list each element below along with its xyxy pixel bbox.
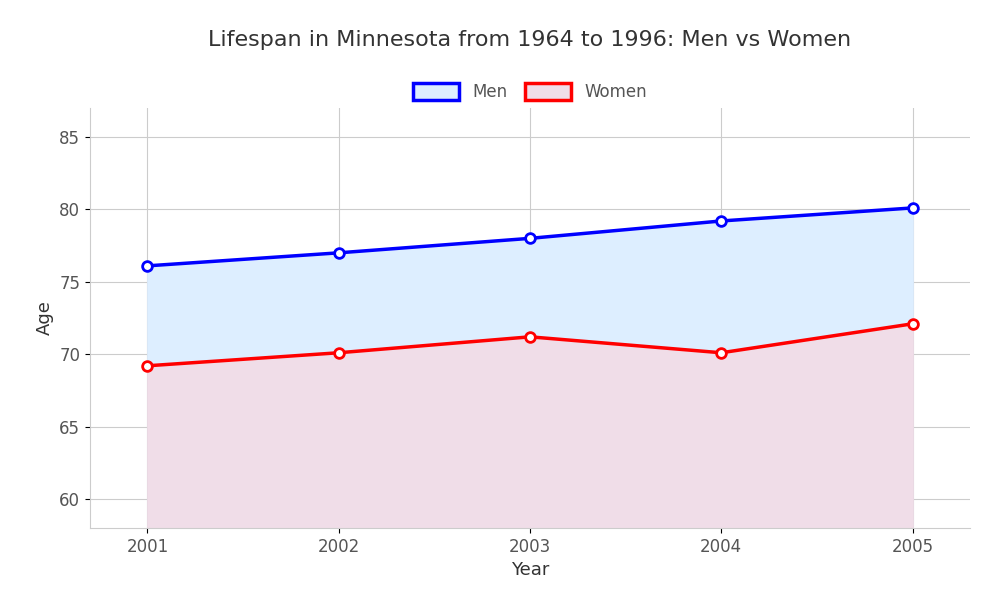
Y-axis label: Age: Age (36, 301, 54, 335)
Title: Lifespan in Minnesota from 1964 to 1996: Men vs Women: Lifespan in Minnesota from 1964 to 1996:… (208, 29, 852, 49)
Legend: Men, Women: Men, Women (404, 74, 656, 109)
X-axis label: Year: Year (511, 561, 549, 579)
